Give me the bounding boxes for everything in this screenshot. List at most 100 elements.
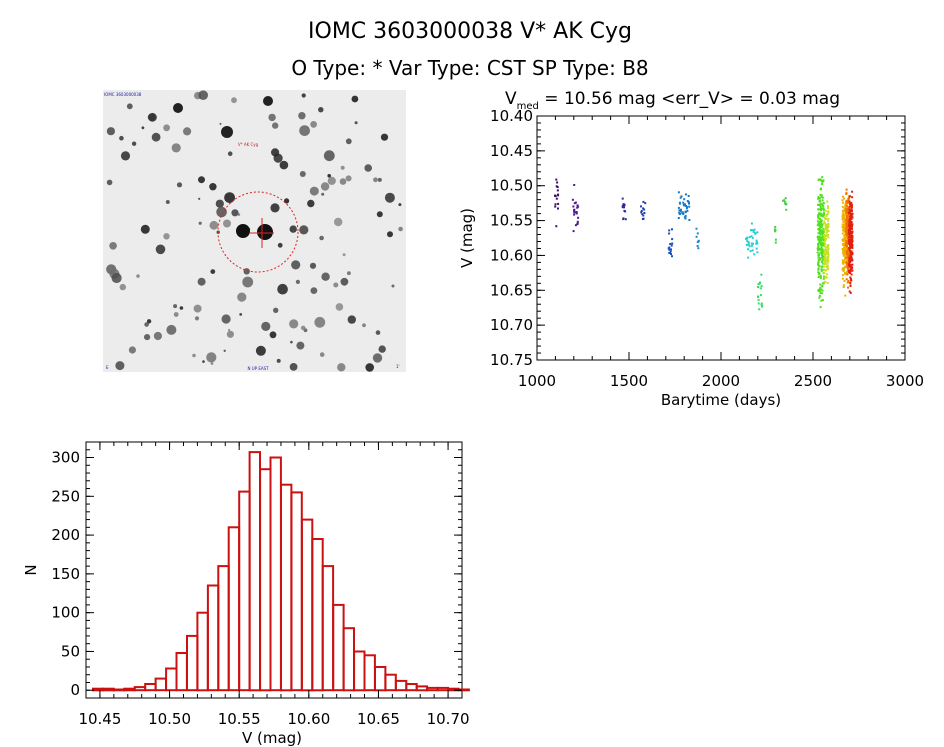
lc-point bbox=[817, 208, 820, 211]
star bbox=[309, 186, 319, 196]
lc-point bbox=[849, 203, 851, 206]
lc-point bbox=[623, 206, 625, 209]
lc-point bbox=[817, 244, 820, 247]
lc-point bbox=[679, 196, 682, 199]
lc-point bbox=[819, 218, 822, 220]
lc-point bbox=[851, 230, 854, 233]
lc-point bbox=[556, 181, 559, 184]
lc-point bbox=[817, 271, 820, 274]
hist-bar bbox=[280, 483, 293, 692]
star bbox=[291, 260, 301, 270]
lc-point bbox=[827, 268, 829, 271]
lc-point bbox=[824, 276, 827, 279]
lc-point bbox=[817, 247, 819, 250]
hist-axes: 10.45 10.50 10.55 10.60 10.65 10.70 0 50 100 150 2… bbox=[51, 442, 470, 728]
lc-point bbox=[849, 205, 852, 208]
hist-ytick-label: 0 bbox=[70, 681, 80, 699]
lc-point bbox=[841, 199, 844, 202]
star bbox=[155, 244, 166, 255]
hist-bar bbox=[394, 679, 408, 692]
star bbox=[198, 197, 201, 200]
star bbox=[237, 292, 247, 302]
star bbox=[209, 183, 217, 191]
lc-point bbox=[842, 250, 845, 253]
lc-point bbox=[842, 213, 845, 216]
lc-point bbox=[774, 238, 777, 241]
lc-point bbox=[822, 277, 825, 280]
lc-point bbox=[826, 250, 829, 253]
lc-point bbox=[819, 294, 821, 297]
hist-bar bbox=[186, 634, 199, 692]
lc-point bbox=[849, 227, 851, 230]
lc-point bbox=[848, 271, 851, 273]
lc-point bbox=[844, 206, 847, 208]
lc-ylabel: V (mag) bbox=[458, 208, 476, 268]
lc-point bbox=[623, 204, 626, 207]
star bbox=[111, 272, 122, 284]
lc-point bbox=[825, 249, 828, 252]
lc-point bbox=[668, 232, 671, 235]
hist-bar bbox=[332, 603, 345, 692]
star bbox=[270, 203, 280, 213]
lc-point bbox=[846, 223, 848, 225]
lc-point bbox=[847, 207, 850, 210]
image-label-top-center: V* AK Cyg bbox=[238, 142, 259, 147]
lc-point bbox=[849, 212, 852, 215]
lc-point bbox=[843, 253, 846, 256]
lc-point bbox=[817, 259, 820, 261]
star bbox=[176, 182, 183, 188]
lc-point bbox=[687, 195, 690, 197]
lc-point bbox=[576, 204, 579, 207]
lc-point bbox=[843, 217, 845, 220]
lc-point bbox=[572, 205, 575, 208]
lc-point bbox=[671, 242, 674, 245]
hist-bar bbox=[374, 666, 387, 692]
lc-point bbox=[671, 255, 673, 258]
lc-point bbox=[823, 249, 826, 252]
lc-point bbox=[688, 201, 690, 204]
lc-point bbox=[748, 236, 751, 239]
star bbox=[198, 221, 202, 225]
lc-point bbox=[820, 248, 822, 251]
lc-point bbox=[841, 205, 844, 208]
lc-point bbox=[822, 282, 825, 285]
hist-bar bbox=[154, 677, 168, 692]
lc-point bbox=[847, 249, 850, 252]
lc-point bbox=[850, 201, 853, 204]
lc-point bbox=[845, 278, 848, 281]
star bbox=[377, 177, 382, 182]
star bbox=[192, 353, 196, 358]
lc-point bbox=[827, 207, 830, 210]
star bbox=[342, 253, 346, 257]
lc-point bbox=[827, 225, 830, 228]
lc-point bbox=[670, 244, 673, 247]
lc-point bbox=[758, 308, 761, 311]
hist-plot-frame bbox=[85, 441, 463, 699]
lc-point bbox=[757, 286, 759, 289]
lc-point bbox=[818, 199, 821, 202]
lc-point bbox=[642, 214, 645, 217]
lc-point bbox=[670, 253, 672, 255]
lc-point bbox=[756, 231, 759, 234]
star bbox=[289, 363, 298, 371]
lc-point bbox=[827, 247, 830, 250]
lc-point bbox=[677, 191, 680, 194]
lc-point bbox=[824, 256, 827, 259]
lc-point bbox=[752, 231, 755, 233]
lc-point bbox=[847, 286, 849, 289]
star bbox=[362, 323, 366, 328]
lc-point bbox=[821, 256, 824, 259]
lc-point bbox=[683, 198, 686, 201]
lc-point bbox=[751, 236, 754, 239]
lc-point bbox=[671, 238, 674, 241]
lc-point bbox=[850, 266, 853, 269]
lc-point bbox=[695, 227, 698, 230]
lc-point bbox=[845, 213, 847, 216]
star bbox=[333, 282, 339, 288]
lc-point bbox=[850, 253, 853, 256]
star bbox=[140, 224, 150, 234]
lc-point bbox=[621, 197, 624, 200]
lc-point bbox=[820, 187, 822, 190]
lc-xlabel: Barytime (days) bbox=[661, 391, 781, 409]
